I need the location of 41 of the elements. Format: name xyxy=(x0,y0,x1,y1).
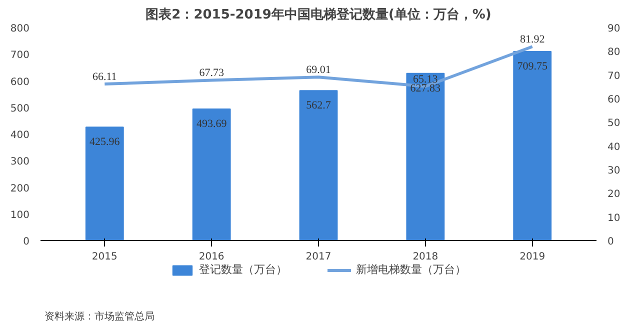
data-label: 67.73 xyxy=(199,67,224,80)
y-tick-label: 400 xyxy=(10,130,30,141)
bar xyxy=(85,126,124,240)
data-label: 709.75 xyxy=(517,60,548,73)
y-tick-label: 500 xyxy=(10,103,30,114)
y2-tick-label: 90 xyxy=(608,24,620,34)
x-tick-label: 2018 xyxy=(412,252,438,262)
x-tick-label: 2016 xyxy=(198,252,224,262)
x-tick-label: 2015 xyxy=(92,252,118,262)
y-tick-label: 600 xyxy=(10,76,30,88)
bar xyxy=(192,108,231,240)
data-label: 493.69 xyxy=(196,118,228,130)
y-tick-label: 100 xyxy=(10,210,30,221)
y-tick-label: 300 xyxy=(10,156,30,168)
y-tick-label: 700 xyxy=(10,50,30,62)
y2-tick-label: 50 xyxy=(608,118,620,130)
y2-tick-label: 60 xyxy=(608,94,620,106)
x-tick-label: 2019 xyxy=(520,252,546,262)
y2-tick-label: 40 xyxy=(608,142,620,153)
y-tick-label: 0 xyxy=(23,236,30,248)
legend-label: 登记数量（万台） xyxy=(199,262,287,277)
data-label: 66.11 xyxy=(92,71,117,84)
chart-title: 图表2：2015-2019年中国电梯登记数量(单位：万台，%) xyxy=(146,6,492,22)
legend-label: 新增电梯数量（万台） xyxy=(356,262,466,277)
bar xyxy=(406,72,445,240)
y2-tick-label: 20 xyxy=(608,189,620,200)
y2-tick-label: 10 xyxy=(608,212,620,224)
y2-tick-label: 0 xyxy=(608,236,614,248)
data-label: 69.01 xyxy=(306,64,331,76)
data-label: 425.96 xyxy=(90,136,120,148)
y2-tick-label: 70 xyxy=(608,70,620,82)
x-tick-label: 2017 xyxy=(306,252,332,262)
bar xyxy=(299,90,338,240)
text: 资料来源：市场监管总局 xyxy=(44,310,154,322)
data-label: 81.92 xyxy=(520,34,545,46)
y2-tick-label: 80 xyxy=(608,47,620,58)
y2-tick-label: 30 xyxy=(608,166,620,176)
bar xyxy=(513,51,552,240)
data-label: 562.7 xyxy=(306,100,332,112)
y-tick-label: 800 xyxy=(10,24,30,34)
y-tick-label: 200 xyxy=(10,183,30,194)
